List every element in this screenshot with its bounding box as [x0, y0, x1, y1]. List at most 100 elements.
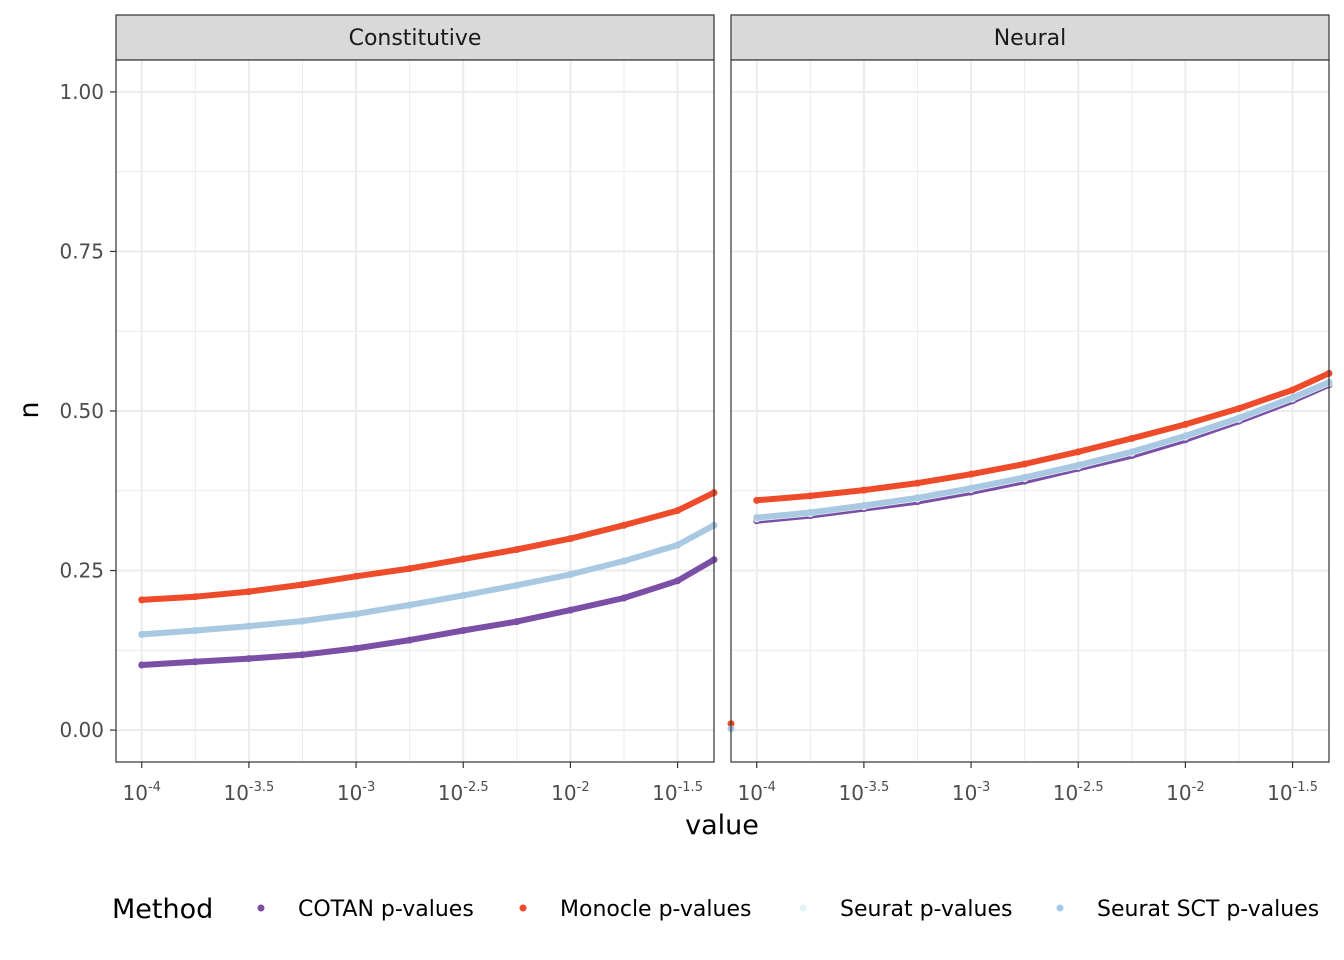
y-tick-label: 0.75	[59, 239, 104, 263]
x-tick-label: 10-1.5	[1267, 780, 1318, 805]
legend-item-seurat-sct-p-values: Seurat SCT p-values	[1056, 897, 1319, 922]
data-point-monocle-p-values	[191, 593, 199, 601]
data-point-monocle-p-values	[245, 588, 253, 596]
y-tick-label: 0.50	[59, 399, 104, 423]
data-point-seurat-sct-p-values	[860, 501, 868, 509]
legend-key	[1056, 904, 1064, 912]
legend-item-cotan-p-values: COTAN p-values	[257, 897, 474, 922]
data-point-monocle-p-values	[1289, 386, 1297, 394]
data-point-seurat-sct-p-values	[1128, 448, 1136, 456]
data-point-seurat-sct-p-values	[566, 570, 574, 578]
facet-strip	[115, 14, 715, 61]
data-point-seurat-sct-p-values	[1235, 414, 1243, 422]
data-point-cotan-p-values	[513, 618, 521, 626]
data-point-seurat-sct-p-values	[674, 541, 682, 549]
data-point-seurat-sct-p-values	[513, 581, 521, 589]
y-tick-label: 0.00	[59, 718, 104, 742]
x-tick-label: 10-2.5	[1053, 780, 1104, 805]
legend-label: Monocle p-values	[560, 897, 751, 922]
data-point-monocle-p-values	[674, 507, 682, 515]
x-axis: 10-4 10-3.5 10-3 10-2.5 10-2 10-1.5	[738, 762, 1318, 805]
x-tick-label: 10-3.5	[838, 780, 889, 805]
data-point-seurat-sct-p-values	[806, 508, 814, 516]
data-point-cotan-p-values	[245, 655, 253, 663]
data-point-cotan-p-values	[406, 636, 414, 644]
data-point-seurat-sct-p-values	[245, 622, 253, 630]
data-point-monocle-p-values	[913, 479, 921, 487]
data-point-seurat-sct-p-values	[459, 591, 467, 599]
legend-item-seurat-p-values: Seurat p-values	[799, 897, 1012, 922]
legend-label: COTAN p-values	[298, 897, 474, 922]
legend-key	[519, 904, 527, 912]
x-tick-label: 10-3	[337, 780, 375, 805]
legend-item-monocle-p-values: Monocle p-values	[519, 897, 751, 922]
data-point-monocle-p-values	[513, 545, 521, 553]
data-point-seurat-sct-p-values	[1021, 473, 1029, 481]
x-tick-label: 10-3	[952, 780, 990, 805]
panels-layer: Constitutive 10-4 10-3.5 10-3 10-2.5 10-2 10-1…	[115, 14, 1333, 805]
data-point-monocle-p-values	[352, 572, 360, 580]
x-tick-label: 10-2.5	[438, 780, 489, 805]
facet-panel-constitutive: Constitutive 10-4 10-3.5 10-3 10-2.5 10-2 10-1…	[115, 14, 718, 805]
data-point-cotan-p-values	[566, 606, 574, 614]
y-tick-label: 1.00	[59, 80, 104, 104]
legend: Method COTAN p-values Monocle p-values Seu…	[112, 894, 1319, 925]
data-point-cotan-p-values	[459, 627, 467, 635]
data-point-monocle-p-values	[1235, 404, 1243, 412]
data-point-monocle-p-values	[967, 470, 975, 478]
data-point-cotan-p-values	[138, 661, 146, 669]
panel-border	[730, 59, 1330, 763]
x-axis-title: value	[685, 810, 759, 841]
legend-label: Seurat SCT p-values	[1097, 897, 1319, 922]
data-point-seurat-sct-p-values	[298, 617, 306, 625]
data-point-cotan-p-values	[298, 651, 306, 659]
data-point-cotan-p-values	[352, 644, 360, 652]
data-point-cotan-p-values	[191, 658, 199, 666]
series-line-seurat-sct-p-values	[138, 522, 717, 638]
x-tick-label: 10-2	[1166, 780, 1204, 805]
data-point-monocle-p-values	[620, 521, 628, 529]
legend-key	[257, 904, 265, 912]
facet-strip-label: Neural	[994, 26, 1067, 51]
facet-strip	[730, 14, 1330, 61]
y-axis: 0.00 0.25 0.50 0.75 1.00	[59, 80, 116, 742]
data-point-seurat-sct-p-values	[138, 630, 146, 638]
data-point-monocle-p-values	[1181, 420, 1189, 428]
series-layer	[727, 369, 1333, 733]
series-line-cotan-p-values	[138, 556, 717, 668]
series-line-seurat-sct-p-values	[753, 379, 1332, 521]
data-point-monocle-p-values	[806, 492, 814, 500]
data-point-monocle-p-values	[459, 555, 467, 563]
data-point-seurat-sct-p-values	[191, 627, 199, 635]
x-tick-label: 10-2	[551, 780, 589, 805]
data-point-monocle-p-values	[406, 565, 414, 573]
data-point-seurat-sct-p-values	[620, 557, 628, 565]
grid	[116, 60, 714, 762]
data-point-monocle-p-values	[1021, 460, 1029, 468]
x-tick-label: 10-3.5	[223, 780, 274, 805]
facet-panel-neural: Neural 10-4 10-3.5 10-3 10-2.5 10-2 10-1.5	[727, 14, 1333, 805]
data-point-cotan-p-values	[620, 594, 628, 602]
legend-key	[799, 904, 807, 912]
x-axis: 10-4 10-3.5 10-3 10-2.5 10-2 10-1.5	[123, 762, 703, 805]
data-point-monocle-p-values	[1128, 434, 1136, 442]
x-tick-label: 10-4	[123, 780, 161, 805]
data-point-monocle-p-values	[298, 581, 306, 589]
series-line-monocle-p-values	[138, 489, 717, 603]
series-line-monocle-p-values	[753, 370, 1332, 504]
y-tick-label: 0.25	[59, 559, 104, 583]
data-point-monocle-p-values	[860, 486, 868, 494]
data-point-seurat-sct-p-values	[967, 484, 975, 492]
series-layer	[138, 489, 718, 669]
facet-strip-label: Constitutive	[349, 26, 482, 51]
data-point-monocle-p-values	[566, 535, 574, 543]
data-point-monocle-p-values	[1074, 448, 1082, 456]
x-tick-label: 10-4	[738, 780, 776, 805]
data-point-cotan-p-values	[674, 577, 682, 585]
data-point-monocle-p-values	[753, 496, 761, 504]
legend-label: Seurat p-values	[840, 897, 1012, 922]
data-point-seurat-sct-p-values	[352, 610, 360, 618]
legend-title: Method	[112, 894, 213, 925]
data-point-monocle-p-values	[138, 596, 146, 604]
